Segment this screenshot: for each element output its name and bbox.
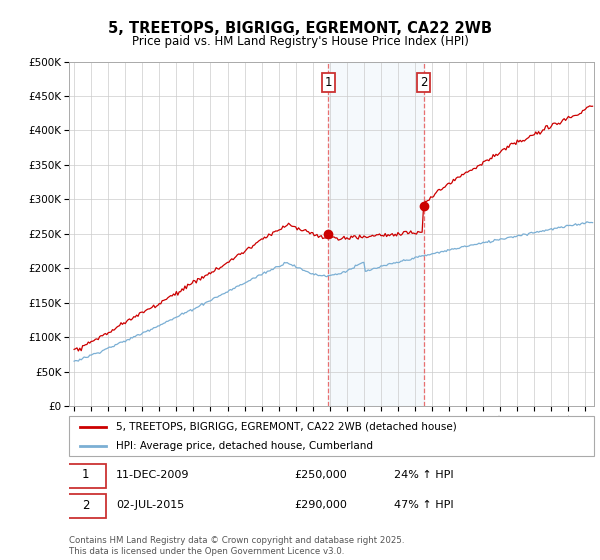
Text: HPI: Average price, detached house, Cumberland: HPI: Average price, detached house, Cumb… <box>116 441 373 450</box>
Text: £250,000: £250,000 <box>295 470 347 480</box>
Text: 2: 2 <box>420 76 427 89</box>
Bar <box>328 62 424 406</box>
Text: 5, TREETOPS, BIGRIGG, EGREMONT, CA22 2WB: 5, TREETOPS, BIGRIGG, EGREMONT, CA22 2WB <box>108 21 492 36</box>
Text: 02-JUL-2015: 02-JUL-2015 <box>116 500 185 510</box>
FancyBboxPatch shape <box>67 494 106 519</box>
Text: Contains HM Land Registry data © Crown copyright and database right 2025.
This d: Contains HM Land Registry data © Crown c… <box>69 536 404 556</box>
Text: 1: 1 <box>82 468 89 482</box>
Text: 47% ↑ HPI: 47% ↑ HPI <box>395 500 454 510</box>
FancyBboxPatch shape <box>67 464 106 488</box>
Text: Price paid vs. HM Land Registry's House Price Index (HPI): Price paid vs. HM Land Registry's House … <box>131 35 469 48</box>
Text: 24% ↑ HPI: 24% ↑ HPI <box>395 470 454 480</box>
Text: £290,000: £290,000 <box>295 500 347 510</box>
Text: 11-DEC-2009: 11-DEC-2009 <box>116 470 190 480</box>
Text: 5, TREETOPS, BIGRIGG, EGREMONT, CA22 2WB (detached house): 5, TREETOPS, BIGRIGG, EGREMONT, CA22 2WB… <box>116 422 457 432</box>
Text: 2: 2 <box>82 498 89 512</box>
Text: 1: 1 <box>325 76 332 89</box>
FancyBboxPatch shape <box>69 416 594 456</box>
